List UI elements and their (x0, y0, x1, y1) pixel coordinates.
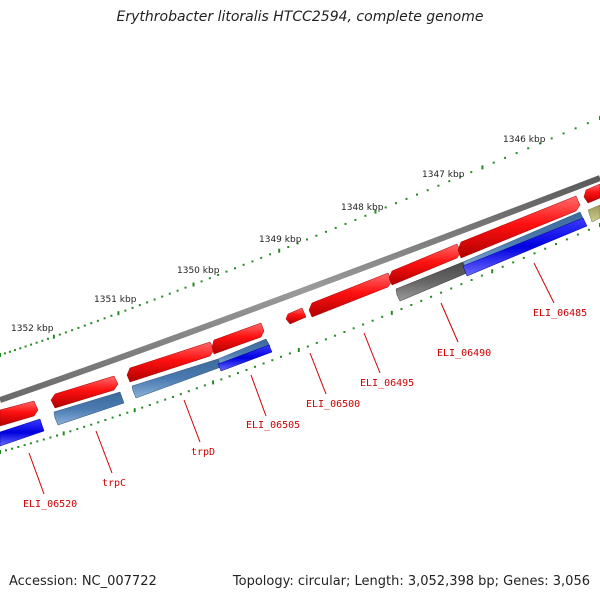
cds-other (587, 204, 600, 223)
forward-strand-features (0, 183, 600, 427)
gene-label: ELI_06495 (360, 378, 414, 389)
leader-line (363, 332, 381, 374)
cds-forward (126, 341, 215, 383)
ruler-label: 1348 kbp (341, 203, 384, 213)
ruler-label: 1350 kbp (177, 266, 220, 276)
ruler-label: 1351 kbp (94, 295, 137, 305)
cds-forward (388, 243, 462, 286)
leader-line (250, 374, 267, 417)
ruler-label: 1347 kbp (422, 170, 465, 180)
ruler-label: 1349 kbp (259, 235, 302, 245)
leader-line (183, 399, 201, 443)
cds-forward (457, 195, 581, 259)
cds-forward (0, 400, 39, 427)
cds-reverse (53, 391, 125, 426)
cds-forward (308, 272, 393, 318)
leader-line (28, 452, 45, 495)
accession-text: Accession: NC_007722 (9, 574, 157, 589)
cds-forward (285, 307, 307, 325)
cds-forward (211, 322, 265, 355)
inner-tick-ring (0, 223, 600, 454)
leader-line (309, 352, 327, 395)
leader-line (533, 262, 555, 304)
gene-leader-lines (28, 262, 555, 495)
cds-reverse (131, 358, 222, 399)
gene-label: trpD (191, 447, 215, 458)
gene-label: ELI_06490 (437, 348, 491, 359)
cds-reverse (217, 344, 273, 372)
leader-line (440, 302, 459, 343)
topology-text: Topology: circular; Length: 3,052,398 bp… (232, 574, 590, 589)
outer-tick-ring (0, 116, 600, 357)
reverse-strand-features (0, 204, 600, 447)
gene-label: ELI_06500 (306, 399, 360, 410)
cds-reverse (395, 261, 468, 302)
ruler-label: 1352 kbp (11, 324, 54, 334)
genome-backbone (0, 175, 600, 403)
cds-reverse (0, 418, 45, 447)
gene-label: ELI_06520 (23, 499, 77, 510)
map-title: Erythrobacter litoralis HTCC2594, comple… (116, 9, 484, 25)
gene-label: ELI_06485 (533, 308, 587, 319)
gene-labels: ELI_06485 ELI_06490 ELI_06495 ELI_06500 … (23, 308, 587, 510)
gene-label: trpC (102, 478, 126, 489)
ruler-label: 1346 kbp (503, 135, 546, 145)
cds-forward (50, 375, 119, 409)
cds-reverse (462, 217, 588, 277)
cds-forward (583, 183, 600, 204)
gene-label: ELI_06505 (246, 420, 300, 431)
leader-line (95, 430, 113, 474)
ruler-labels: 1346 kbp 1347 kbp 1348 kbp 1349 kbp 1350… (11, 135, 546, 334)
